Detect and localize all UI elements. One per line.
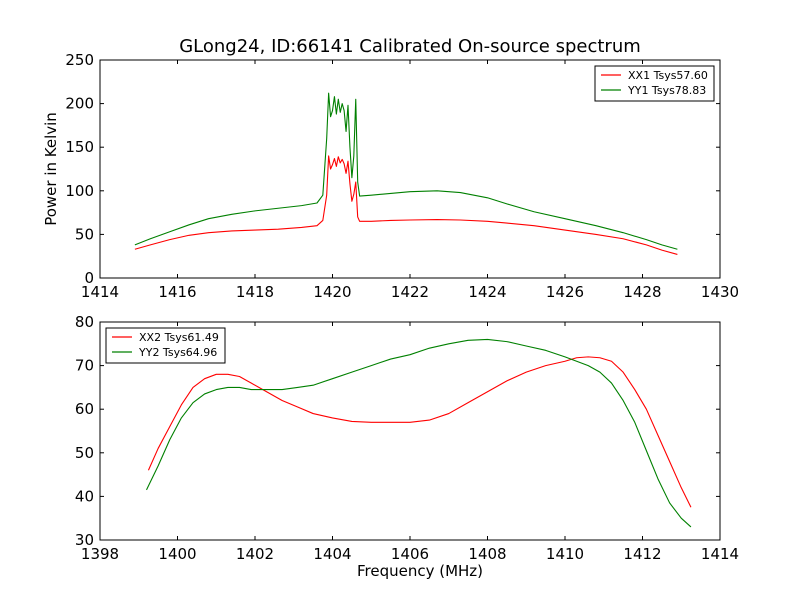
x-tick-label: 1428 [623, 283, 661, 301]
legend-label: YY2 Tsys64.96 [138, 346, 217, 359]
y-tick-label: 50 [75, 225, 94, 243]
x-tick-label: 1402 [236, 545, 274, 563]
x-tick-label: 1424 [468, 283, 506, 301]
y-tick-label: 40 [75, 487, 94, 505]
x-tick-label: 1400 [158, 545, 196, 563]
x-tick-label: 1416 [158, 283, 196, 301]
top-chart: 1414 1416 1418 1420 1422 1424 1426 1428 1430 0 50 1… [42, 51, 739, 301]
y-tick-label: 200 [65, 95, 94, 113]
legend-label: XX1 Tsys57.60 [628, 69, 708, 82]
figure-title: GLong24, ID:66141 Calibrated On-source s… [179, 36, 641, 57]
y-tick-label: 0 [84, 269, 94, 287]
series-line-yy2 [146, 338, 692, 528]
x-tick-label: 1414 [701, 545, 739, 563]
legend-label: YY1 Tsys78.83 [627, 84, 706, 97]
x-tick-label: 1410 [546, 545, 584, 563]
x-axis-label: Frequency (MHz) [357, 562, 483, 580]
y-tick-label: 100 [65, 182, 94, 200]
y-tick-label: 250 [65, 51, 94, 69]
x-tick-label: 1404 [313, 545, 351, 563]
bottom-chart: 1398 1400 1402 1404 1406 1408 1410 1412 1414 30 40… [75, 313, 739, 580]
x-tick-label: 1420 [313, 283, 351, 301]
x-tick-label: 1422 [391, 283, 429, 301]
y-tick-label: 50 [75, 444, 94, 462]
series-line-yy1 [134, 92, 678, 250]
y-tick-label: 60 [75, 400, 94, 418]
series-line-xx2 [147, 356, 692, 508]
legend-box [594, 65, 715, 102]
x-tick-label: 1408 [468, 545, 506, 563]
y-axis-label: Power in Kelvin [42, 112, 60, 226]
legend-box [105, 327, 226, 364]
x-tick-label: 1412 [623, 545, 661, 563]
y-tick-label: 70 [75, 357, 94, 375]
x-tick-label: 1430 [701, 283, 739, 301]
x-tick-label: 1414 [81, 283, 119, 301]
y-tick-label: 30 [75, 531, 94, 549]
x-tick-label: 1406 [391, 545, 429, 563]
x-tick-label: 1418 [236, 283, 274, 301]
legend-label: XX2 Tsys61.49 [139, 331, 219, 344]
y-tick-label: 80 [75, 313, 94, 331]
y-tick-label: 150 [65, 138, 94, 156]
x-tick-label: 1426 [546, 283, 584, 301]
x-tick-label: 1398 [81, 545, 119, 563]
series-line-xx1 [134, 155, 678, 255]
